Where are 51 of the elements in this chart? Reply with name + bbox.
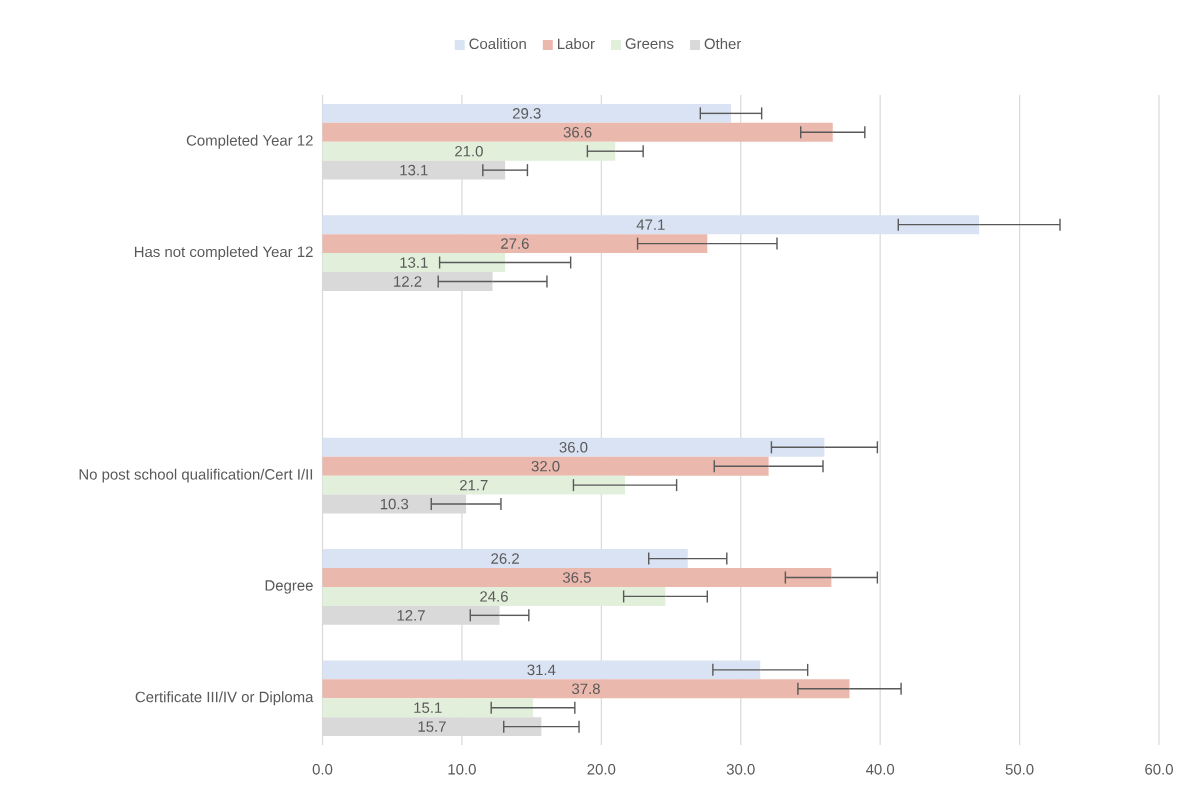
data-label: 12.7	[397, 610, 425, 621]
data-label: 36.6	[563, 126, 592, 138]
bar	[322, 456, 769, 476]
bar	[322, 103, 731, 123]
x-tick-label: 60.0	[1145, 764, 1173, 775]
y-tick-label: Certificate III/IV or Diploma	[135, 691, 314, 706]
data-label: 10.3	[380, 498, 409, 510]
legend-label: Labor	[558, 38, 595, 50]
data-label: 36.0	[559, 441, 588, 453]
x-tick-label: 50.0	[1005, 764, 1034, 775]
x-tick-label: 0.0	[312, 764, 333, 775]
y-tick-label: Completed Year 12	[186, 134, 313, 149]
x-tick-label: 30.0	[726, 764, 755, 775]
data-label: 32.0	[531, 460, 560, 472]
x-tick-label: 20.0	[587, 764, 616, 775]
data-label: 21.7	[459, 479, 488, 491]
data-label: 37.8	[572, 683, 600, 695]
data-label: 13.1	[400, 164, 428, 176]
y-tick-label: Degree	[265, 580, 313, 594]
bar	[322, 215, 980, 235]
data-label: 13.1	[400, 257, 428, 268]
bar	[322, 660, 761, 680]
bar	[322, 586, 666, 606]
data-label: 27.6	[501, 238, 529, 249]
bar	[322, 234, 708, 254]
data-label: 15.1	[414, 702, 442, 713]
data-label: 21.0	[455, 145, 483, 157]
y-tick-label: Has not completed Year 12	[134, 246, 313, 261]
legend-label: Other	[704, 38, 742, 50]
x-tick-label: 10.0	[448, 764, 476, 775]
data-label: 12.2	[394, 276, 422, 287]
data-label: 36.5	[562, 572, 591, 583]
bar	[322, 437, 825, 457]
data-label: 47.1	[636, 219, 665, 230]
y-tick-label: No post school qualification/Cert I/II	[79, 468, 313, 483]
bar	[322, 475, 626, 495]
bar	[322, 141, 616, 161]
data-label: 29.3	[512, 108, 541, 119]
x-tick-label: 40.0	[865, 764, 895, 775]
bar	[322, 698, 534, 718]
bar	[322, 568, 832, 587]
data-label: 15.7	[418, 721, 446, 732]
data-label: 24.6	[480, 591, 508, 602]
legend-label: Greens	[625, 38, 674, 49]
bar	[322, 679, 850, 699]
data-label: 26.2	[491, 553, 519, 564]
bar	[322, 253, 506, 272]
data-label: 31.4	[527, 664, 556, 676]
bar	[322, 122, 833, 142]
bar	[322, 549, 688, 569]
legend-label: Coalition	[469, 38, 526, 50]
